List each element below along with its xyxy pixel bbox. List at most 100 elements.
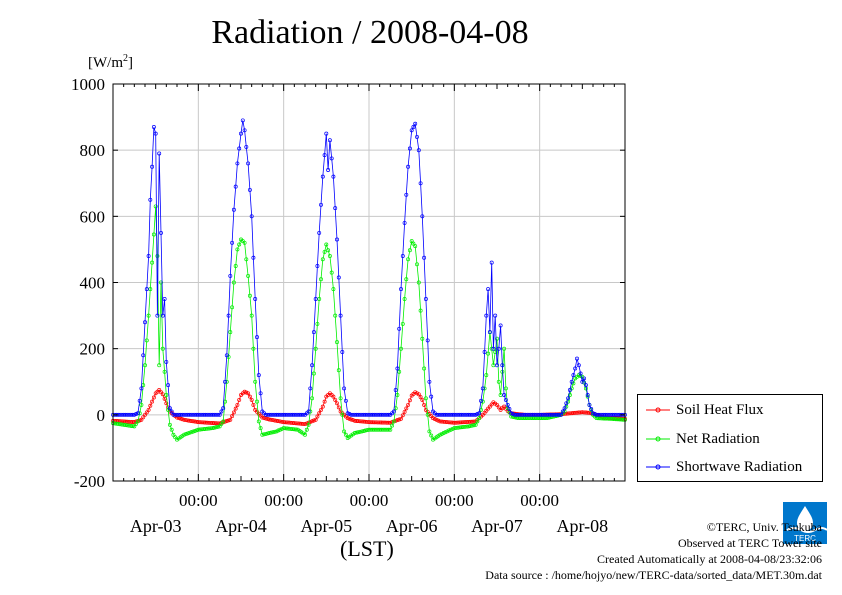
- data-point: [233, 264, 238, 268]
- data-point: [143, 412, 147, 417]
- data-point: [367, 420, 371, 425]
- data-point: [416, 280, 421, 285]
- data-point: [336, 368, 341, 373]
- data-point: [418, 308, 423, 313]
- data-point: [146, 254, 151, 258]
- copyright-text: ©TERC, Univ. Tsukuba: [706, 520, 822, 534]
- data-point: [612, 417, 617, 422]
- data-point: [258, 391, 263, 396]
- data-point: [420, 336, 425, 341]
- data-point: [359, 429, 364, 434]
- data-point: [454, 420, 459, 425]
- data-point: [230, 414, 235, 419]
- data-point: [322, 249, 327, 254]
- data-point: [582, 380, 587, 385]
- legend-swatch-soil-heat-flux: [646, 407, 670, 413]
- data-point: [191, 419, 195, 424]
- data-point: [279, 419, 284, 424]
- data-point: [336, 405, 341, 410]
- data-point: [246, 161, 251, 166]
- data-point: [495, 363, 499, 368]
- data-point: [315, 321, 320, 326]
- data-point: [191, 412, 195, 417]
- data-point: [253, 297, 258, 301]
- data-point: [287, 412, 291, 417]
- data-point: [306, 422, 311, 427]
- data-point: [356, 430, 361, 435]
- data-point: [192, 429, 197, 433]
- data-point: [287, 426, 291, 431]
- data-point: [363, 428, 368, 433]
- data-point: [338, 396, 343, 401]
- data-point: [358, 419, 363, 424]
- data-point: [388, 420, 393, 425]
- data-point: [166, 383, 171, 388]
- data-point: [400, 254, 405, 258]
- data-point: [267, 417, 272, 422]
- data-point: [598, 412, 603, 417]
- data-source-text: Data source : /home/hojyo/new/TERC-data/…: [485, 568, 822, 582]
- data-point: [283, 426, 288, 431]
- data-point: [182, 412, 187, 417]
- data-point: [404, 406, 409, 411]
- data-point: [496, 346, 501, 351]
- data-point: [464, 424, 469, 429]
- data-point: [569, 379, 574, 384]
- data-point: [383, 420, 387, 425]
- data-point: [212, 421, 217, 426]
- data-point: [128, 423, 133, 428]
- data-point: [365, 419, 370, 424]
- data-point: [484, 313, 489, 318]
- data-point: [157, 151, 162, 156]
- data-point: [253, 379, 258, 384]
- data-point: [612, 412, 617, 417]
- data-point: [496, 405, 501, 410]
- legend-item-shortwave-radiation: Shortwave Radiation: [646, 457, 802, 477]
- data-point: [404, 192, 409, 197]
- data-point: [503, 397, 508, 402]
- data-point: [173, 435, 178, 440]
- data-point: [231, 410, 236, 415]
- data-point: [471, 412, 476, 417]
- data-point: [322, 399, 327, 404]
- series-layer: [111, 118, 627, 442]
- data-point: [420, 397, 425, 402]
- x-time-label: 00:00: [179, 491, 218, 510]
- data-point: [215, 424, 220, 429]
- data-point: [304, 427, 309, 432]
- data-point: [475, 419, 480, 424]
- data-point: [139, 386, 144, 391]
- data-point: [148, 197, 153, 202]
- data-point: [317, 230, 322, 235]
- data-point: [427, 379, 432, 384]
- data-point: [491, 363, 496, 368]
- data-point: [447, 412, 451, 417]
- data-point: [313, 297, 318, 301]
- data-point: [167, 422, 172, 427]
- data-point: [233, 184, 238, 189]
- data-point: [425, 338, 430, 343]
- data-point: [591, 411, 595, 416]
- y-tick-label: 800: [80, 141, 106, 160]
- data-point: [495, 402, 499, 407]
- data-point: [473, 422, 478, 427]
- data-point: [278, 419, 283, 424]
- data-point: [251, 346, 256, 351]
- data-point: [420, 214, 425, 219]
- data-point: [196, 427, 201, 432]
- data-point: [527, 412, 531, 417]
- data-point: [407, 146, 412, 151]
- data-point: [511, 412, 515, 416]
- data-point: [391, 409, 396, 414]
- data-point: [164, 393, 169, 397]
- data-point: [167, 406, 172, 411]
- data-point: [470, 419, 475, 424]
- data-point: [251, 255, 256, 260]
- series-shortwave-radiation: [111, 118, 627, 417]
- data-point: [349, 417, 354, 422]
- data-point: [383, 427, 387, 432]
- data-point: [292, 427, 297, 432]
- data-point: [491, 346, 496, 351]
- data-point: [436, 418, 441, 423]
- data-point: [413, 244, 418, 249]
